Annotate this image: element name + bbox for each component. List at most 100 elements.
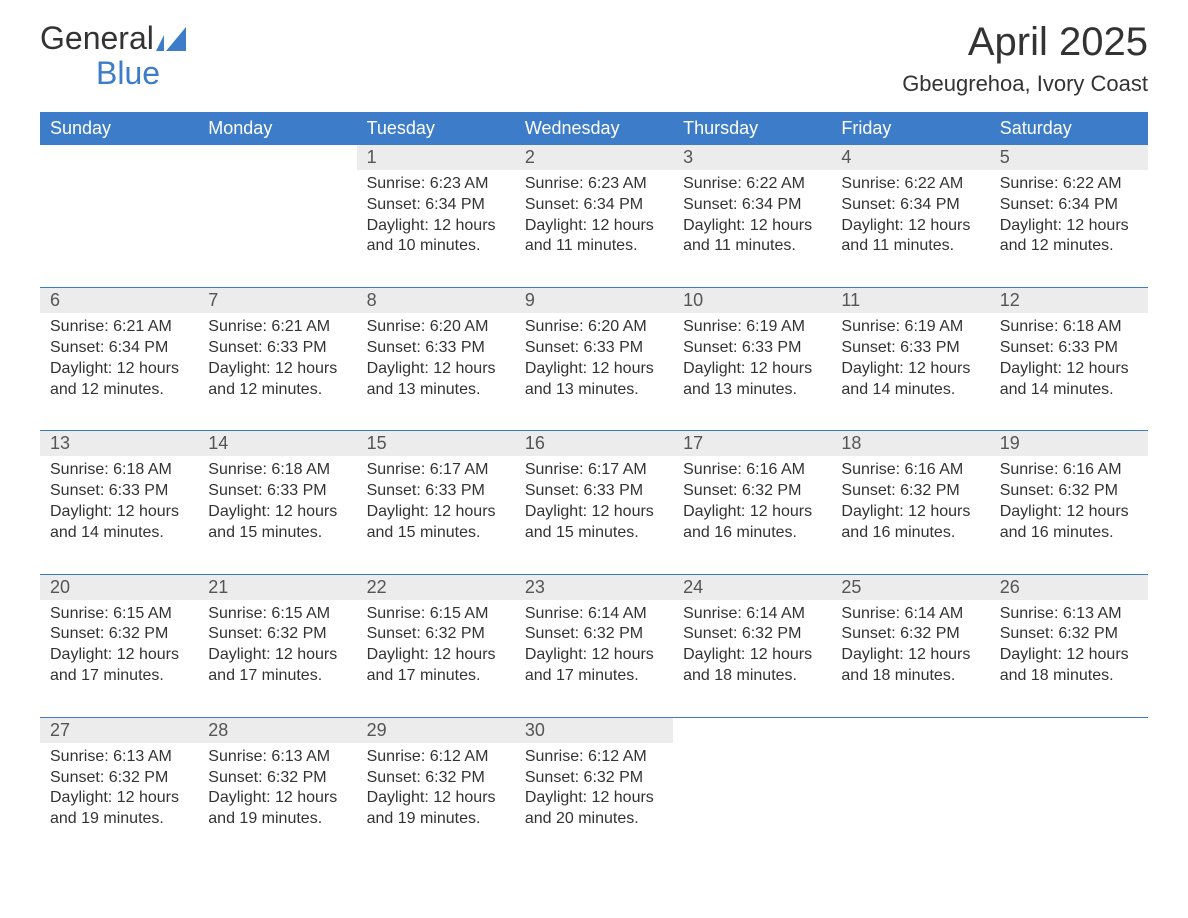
sunset-text: Sunset: 6:33 PM xyxy=(367,481,505,502)
day-number-cell xyxy=(40,145,198,170)
daylight-text-line1: Daylight: 12 hours xyxy=(1000,645,1138,666)
daylight-text-line2: and 17 minutes. xyxy=(525,666,663,687)
day-content-cell: Sunrise: 6:22 AMSunset: 6:34 PMDaylight:… xyxy=(673,170,831,288)
day-content-cell: Sunrise: 6:19 AMSunset: 6:33 PMDaylight:… xyxy=(673,313,831,431)
day-header: Saturday xyxy=(990,112,1148,145)
sunrise-text: Sunrise: 6:22 AM xyxy=(841,174,979,195)
month-title: April 2025 xyxy=(902,20,1148,65)
daylight-text-line2: and 11 minutes. xyxy=(525,236,663,257)
day-content-cell xyxy=(40,170,198,288)
sunset-text: Sunset: 6:33 PM xyxy=(1000,338,1138,359)
daylight-text-line1: Daylight: 12 hours xyxy=(1000,216,1138,237)
daylight-text-line1: Daylight: 12 hours xyxy=(841,359,979,380)
daylight-text-line1: Daylight: 12 hours xyxy=(683,359,821,380)
daylight-text-line2: and 19 minutes. xyxy=(208,809,346,830)
day-content-cell: Sunrise: 6:18 AMSunset: 6:33 PMDaylight:… xyxy=(198,456,356,574)
daylight-text-line1: Daylight: 12 hours xyxy=(367,359,505,380)
daylight-text-line2: and 12 minutes. xyxy=(50,380,188,401)
day-header: Wednesday xyxy=(515,112,673,145)
day-number-cell: 28 xyxy=(198,718,356,743)
day-content-row: Sunrise: 6:18 AMSunset: 6:33 PMDaylight:… xyxy=(40,456,1148,574)
daylight-text-line2: and 18 minutes. xyxy=(1000,666,1138,687)
sunset-text: Sunset: 6:33 PM xyxy=(525,481,663,502)
day-header: Tuesday xyxy=(357,112,515,145)
day-content-cell: Sunrise: 6:21 AMSunset: 6:34 PMDaylight:… xyxy=(40,313,198,431)
daylight-text-line1: Daylight: 12 hours xyxy=(525,359,663,380)
sunrise-text: Sunrise: 6:14 AM xyxy=(841,604,979,625)
day-content-row: Sunrise: 6:21 AMSunset: 6:34 PMDaylight:… xyxy=(40,313,1148,431)
day-number-cell: 2 xyxy=(515,145,673,170)
daylight-text-line2: and 13 minutes. xyxy=(525,380,663,401)
sunset-text: Sunset: 6:34 PM xyxy=(50,338,188,359)
location: Gbeugrehoa, Ivory Coast xyxy=(902,71,1148,97)
sunset-text: Sunset: 6:32 PM xyxy=(50,768,188,789)
day-content-cell: Sunrise: 6:19 AMSunset: 6:33 PMDaylight:… xyxy=(831,313,989,431)
day-content-cell xyxy=(673,743,831,860)
day-header: Thursday xyxy=(673,112,831,145)
daylight-text-line2: and 16 minutes. xyxy=(683,523,821,544)
daylight-text-line2: and 19 minutes. xyxy=(50,809,188,830)
day-number-cell xyxy=(198,145,356,170)
sunset-text: Sunset: 6:33 PM xyxy=(208,338,346,359)
sunset-text: Sunset: 6:32 PM xyxy=(367,768,505,789)
day-content-cell: Sunrise: 6:12 AMSunset: 6:32 PMDaylight:… xyxy=(357,743,515,860)
day-content-cell: Sunrise: 6:14 AMSunset: 6:32 PMDaylight:… xyxy=(831,600,989,718)
day-number-cell: 17 xyxy=(673,431,831,456)
day-number-row: 20212223242526 xyxy=(40,575,1148,600)
daylight-text-line1: Daylight: 12 hours xyxy=(208,359,346,380)
daylight-text-line2: and 15 minutes. xyxy=(367,523,505,544)
sunset-text: Sunset: 6:32 PM xyxy=(1000,481,1138,502)
sunrise-text: Sunrise: 6:14 AM xyxy=(683,604,821,625)
sunrise-text: Sunrise: 6:17 AM xyxy=(367,460,505,481)
daylight-text-line1: Daylight: 12 hours xyxy=(525,645,663,666)
sunset-text: Sunset: 6:33 PM xyxy=(50,481,188,502)
daylight-text-line1: Daylight: 12 hours xyxy=(841,645,979,666)
day-number-cell xyxy=(990,718,1148,743)
day-content-cell xyxy=(198,170,356,288)
sunrise-text: Sunrise: 6:23 AM xyxy=(525,174,663,195)
day-number-cell: 20 xyxy=(40,575,198,600)
sunrise-text: Sunrise: 6:21 AM xyxy=(50,317,188,338)
day-number-cell: 15 xyxy=(357,431,515,456)
day-number-cell: 5 xyxy=(990,145,1148,170)
sunset-text: Sunset: 6:33 PM xyxy=(525,338,663,359)
day-content-cell: Sunrise: 6:21 AMSunset: 6:33 PMDaylight:… xyxy=(198,313,356,431)
daylight-text-line2: and 19 minutes. xyxy=(367,809,505,830)
day-content-row: Sunrise: 6:23 AMSunset: 6:34 PMDaylight:… xyxy=(40,170,1148,288)
day-content-cell: Sunrise: 6:22 AMSunset: 6:34 PMDaylight:… xyxy=(831,170,989,288)
daylight-text-line1: Daylight: 12 hours xyxy=(50,359,188,380)
daylight-text-line1: Daylight: 12 hours xyxy=(208,645,346,666)
sunset-text: Sunset: 6:32 PM xyxy=(1000,624,1138,645)
day-number-cell: 13 xyxy=(40,431,198,456)
daylight-text-line1: Daylight: 12 hours xyxy=(208,788,346,809)
day-number-cell: 23 xyxy=(515,575,673,600)
day-content-cell: Sunrise: 6:17 AMSunset: 6:33 PMDaylight:… xyxy=(357,456,515,574)
daylight-text-line1: Daylight: 12 hours xyxy=(367,788,505,809)
sunrise-text: Sunrise: 6:17 AM xyxy=(525,460,663,481)
daylight-text-line2: and 11 minutes. xyxy=(841,236,979,257)
daylight-text-line1: Daylight: 12 hours xyxy=(525,216,663,237)
daylight-text-line1: Daylight: 12 hours xyxy=(1000,359,1138,380)
day-content-cell: Sunrise: 6:23 AMSunset: 6:34 PMDaylight:… xyxy=(515,170,673,288)
daylight-text-line2: and 17 minutes. xyxy=(367,666,505,687)
daylight-text-line2: and 16 minutes. xyxy=(1000,523,1138,544)
day-number-cell: 27 xyxy=(40,718,198,743)
sunrise-text: Sunrise: 6:15 AM xyxy=(367,604,505,625)
daylight-text-line2: and 11 minutes. xyxy=(683,236,821,257)
day-content-cell: Sunrise: 6:20 AMSunset: 6:33 PMDaylight:… xyxy=(515,313,673,431)
day-content-cell: Sunrise: 6:15 AMSunset: 6:32 PMDaylight:… xyxy=(357,600,515,718)
day-number-cell: 22 xyxy=(357,575,515,600)
day-number-row: 6789101112 xyxy=(40,288,1148,313)
day-number-cell: 4 xyxy=(831,145,989,170)
sunrise-text: Sunrise: 6:16 AM xyxy=(683,460,821,481)
sunset-text: Sunset: 6:33 PM xyxy=(208,481,346,502)
sunset-text: Sunset: 6:32 PM xyxy=(208,624,346,645)
day-content-row: Sunrise: 6:15 AMSunset: 6:32 PMDaylight:… xyxy=(40,600,1148,718)
day-content-cell xyxy=(990,743,1148,860)
daylight-text-line1: Daylight: 12 hours xyxy=(683,216,821,237)
sunrise-text: Sunrise: 6:15 AM xyxy=(208,604,346,625)
sunset-text: Sunset: 6:32 PM xyxy=(208,768,346,789)
daylight-text-line1: Daylight: 12 hours xyxy=(367,216,505,237)
sunrise-text: Sunrise: 6:13 AM xyxy=(208,747,346,768)
day-number-row: 12345 xyxy=(40,145,1148,170)
